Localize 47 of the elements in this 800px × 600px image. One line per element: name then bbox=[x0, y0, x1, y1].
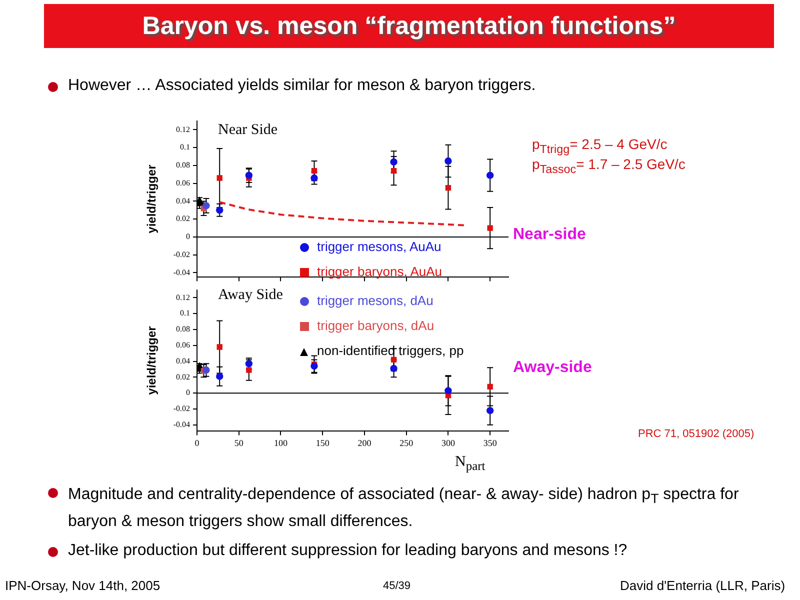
text: However … Associated yields similar for meson & baryon triggers. bbox=[68, 77, 536, 95]
annotation: Away Side bbox=[218, 287, 283, 304]
x-tick-label: 250 bbox=[400, 438, 414, 448]
y-tick-label: -0.04 bbox=[173, 420, 190, 429]
x-axis-title: N$_{part}$ bbox=[455, 454, 486, 474]
y-tick-label: -0.04 bbox=[173, 268, 190, 277]
text: Magnitude and centrality-dependence of associated (near- & away- side) hadron p$_{T}$ spectra for baryon & meson triggers show small differences. bbox=[68, 486, 739, 530]
y-tick-label: 0 bbox=[186, 388, 190, 398]
chart-title: Baryon vs. meson “fragmentation functions” bbox=[44, 4, 774, 48]
legend-label: trigger mesons, AuAu bbox=[317, 239, 442, 254]
x-tick-label: 150 bbox=[316, 438, 330, 448]
y-tick-label: 0.02 bbox=[176, 372, 190, 382]
text: p$_{Tassoc}$= 1.7 – 2.5 GeV/c bbox=[532, 156, 686, 176]
y-tick-label: 0.08 bbox=[176, 324, 190, 334]
y-axis-title: yield/trigger bbox=[144, 164, 159, 234]
text: Away-side bbox=[513, 359, 592, 377]
y-tick-label: 0.02 bbox=[176, 214, 190, 224]
y-tick-label: 0.04 bbox=[176, 196, 190, 206]
y-tick-label: 0.12 bbox=[176, 124, 190, 134]
x-tick-label: 300 bbox=[441, 438, 456, 448]
x-tick-label: 50 bbox=[234, 438, 244, 448]
annotation: Near Side bbox=[218, 122, 278, 139]
y-tick-label: 0.04 bbox=[176, 356, 190, 366]
y-tick-label: 0.06 bbox=[176, 340, 190, 350]
text: PRC 71, 051902 (2005) bbox=[638, 428, 754, 440]
text: David d'Enterria (LLR, Paris) bbox=[620, 578, 786, 593]
y-tick-label: -0.02 bbox=[173, 250, 190, 259]
legend-label: trigger baryons, AuAu bbox=[317, 264, 442, 279]
y-tick-label: -0.02 bbox=[173, 404, 190, 414]
x-tick-label: 350 bbox=[483, 438, 498, 448]
text: trigger mesons, dAu bbox=[317, 293, 434, 308]
text: Near-side bbox=[513, 226, 586, 244]
x-tick-label: 100 bbox=[274, 438, 288, 448]
text: Jet-like production but different suppression for leading baryons and mesons !? bbox=[68, 542, 628, 560]
text: 45/39 bbox=[383, 580, 411, 592]
text: IPN-Orsay, Nov 14th, 2005 bbox=[5, 578, 160, 593]
text: trigger baryons, dAu bbox=[317, 318, 434, 333]
y-tick-label: 0.1 bbox=[180, 142, 190, 152]
text: p$_{Ttrigg}$= 2.5 – 4 GeV/c bbox=[532, 136, 668, 156]
y-tick-label: 0.08 bbox=[176, 160, 190, 170]
y-tick-label: 0 bbox=[186, 232, 190, 242]
y-tick-label: 0.1 bbox=[180, 308, 190, 318]
x-tick-label: 200 bbox=[358, 438, 372, 448]
y-tick-label: 0.12 bbox=[176, 292, 190, 302]
y-tick-label: 0.06 bbox=[176, 178, 190, 188]
y-axis-title: yield/trigger bbox=[144, 326, 159, 395]
x-tick-label: 0 bbox=[194, 438, 200, 448]
